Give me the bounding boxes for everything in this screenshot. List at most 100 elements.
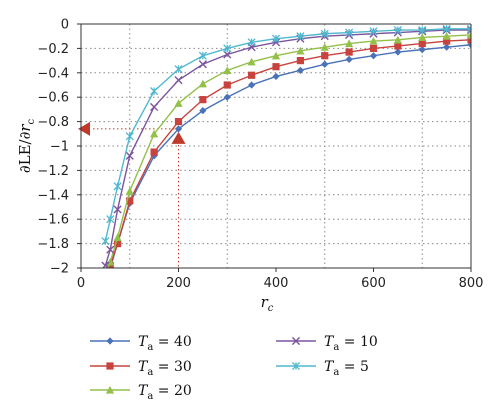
data-point-4-6 xyxy=(198,51,207,60)
legend-label-1: Ta = 30 xyxy=(138,359,192,378)
data-point-1-15 xyxy=(418,39,426,48)
legend-marker-2 xyxy=(105,385,115,394)
x-tick-label-4: 800 xyxy=(459,276,484,291)
x-tick-label-3: 600 xyxy=(361,276,386,291)
data-point-0-7 xyxy=(223,93,231,101)
annotation-up-arrow xyxy=(171,131,186,144)
data-point-0-16 xyxy=(443,43,451,51)
data-point-0-8 xyxy=(248,81,256,89)
data-point-2-8 xyxy=(247,57,256,66)
y-tick-label-5: −1 xyxy=(50,140,69,155)
legend-item-0: Ta = 40 xyxy=(90,334,192,353)
data-point-1-14 xyxy=(394,42,402,50)
series-line-4 xyxy=(104,28,471,242)
data-point-2-14 xyxy=(393,35,402,44)
data-point-2-13 xyxy=(369,36,378,45)
data-point-2-16 xyxy=(442,32,451,40)
data-point-2-0 xyxy=(101,270,109,278)
data-point-3-17 xyxy=(466,26,471,35)
data-point-4-15 xyxy=(418,26,427,35)
data-point-3-3 xyxy=(125,151,134,160)
legend-item-3: Ta = 10 xyxy=(276,334,378,353)
data-point-2-17 xyxy=(466,30,471,39)
data-point-3-5 xyxy=(174,76,183,85)
chart-grid xyxy=(81,24,471,268)
series-line-1 xyxy=(108,39,471,268)
data-point-4-0 xyxy=(101,237,110,246)
y-tick-label-6: −1.2 xyxy=(37,164,69,179)
data-point-2-15 xyxy=(418,33,427,42)
y-tick-label-7: −1.4 xyxy=(37,188,69,203)
data-point-0-12 xyxy=(345,55,353,63)
y-tick-label-1: −0.2 xyxy=(37,42,69,57)
data-point-4-4 xyxy=(150,87,159,96)
legend-marker-0 xyxy=(106,337,114,345)
legend-item-2: Ta = 20 xyxy=(90,383,192,402)
data-point-1-9 xyxy=(272,63,280,71)
data-point-0-11 xyxy=(321,60,329,68)
data-point-2-7 xyxy=(223,66,232,74)
data-point-1-3 xyxy=(126,197,134,205)
data-point-1-10 xyxy=(296,57,304,65)
chart-series xyxy=(101,24,471,284)
y-axis-label: ∂LE/∂rc xyxy=(16,118,37,173)
data-point-0-0 xyxy=(102,277,109,284)
x-tick-label-0: 0 xyxy=(77,276,85,291)
data-point-2-12 xyxy=(345,39,354,48)
data-point-2-10 xyxy=(296,46,305,55)
data-point-3-6 xyxy=(198,60,207,69)
legend-item-1: Ta = 30 xyxy=(90,359,192,378)
legend-item-4: Ta = 5 xyxy=(276,359,369,378)
y-tick-label-3: −0.6 xyxy=(37,91,69,106)
data-point-4-11 xyxy=(320,29,329,38)
chart-axes xyxy=(77,23,472,272)
series-line-3 xyxy=(104,29,471,266)
series-0 xyxy=(102,41,471,284)
data-point-4-10 xyxy=(296,32,305,41)
data-point-1-7 xyxy=(223,81,231,89)
data-point-4-7 xyxy=(223,44,232,53)
data-point-4-3 xyxy=(125,132,134,141)
data-point-3-2 xyxy=(113,205,122,214)
data-point-2-11 xyxy=(320,43,329,51)
data-point-2-3 xyxy=(125,187,134,195)
x-tick-label-2: 400 xyxy=(264,276,289,291)
data-point-0-6 xyxy=(199,107,207,115)
series-2 xyxy=(101,30,471,278)
legend: Ta = 40 Ta = 30 Ta = 20 Ta = 10 Ta = 5 xyxy=(90,334,378,402)
data-point-4-12 xyxy=(345,28,354,37)
y-tick-label-2: −0.4 xyxy=(37,66,69,81)
data-point-4-13 xyxy=(369,27,378,36)
legend-marker-1 xyxy=(106,362,114,370)
data-point-2-6 xyxy=(198,79,207,88)
y-tick-label-0: 0 xyxy=(61,18,69,33)
data-point-4-14 xyxy=(393,26,402,35)
data-point-2-2 xyxy=(113,233,122,242)
tick-labels: 0 200 400 600 800 0 −0.2 −0.4 −0.6 −0.8 −1 −1.2 −1.4… xyxy=(37,18,483,292)
data-point-4-2 xyxy=(113,182,122,191)
data-point-0-15 xyxy=(418,46,426,54)
x-tick-label-1: 200 xyxy=(166,276,191,291)
data-point-4-9 xyxy=(271,34,281,43)
data-point-4-16 xyxy=(442,24,451,33)
y-tick-label-8: −1.6 xyxy=(37,213,69,228)
legend-marker-3 xyxy=(291,336,301,346)
data-point-0-5 xyxy=(174,125,183,133)
data-point-2-9 xyxy=(271,51,281,60)
data-point-3-1 xyxy=(106,245,115,254)
data-point-3-7 xyxy=(223,50,232,59)
data-point-1-6 xyxy=(199,96,207,104)
data-point-1-13 xyxy=(369,44,378,52)
series-1 xyxy=(106,36,471,268)
legend-marker-4 xyxy=(291,361,301,371)
data-point-2-5 xyxy=(174,99,183,107)
data-point-1-11 xyxy=(321,52,329,60)
data-point-4-1 xyxy=(106,215,115,224)
data-point-0-9 xyxy=(272,72,280,81)
annotation-left-arrow xyxy=(78,121,90,136)
data-point-3-9 xyxy=(271,38,281,47)
data-point-1-8 xyxy=(248,71,256,79)
y-tick-label-4: −0.8 xyxy=(37,115,69,130)
data-point-4-17 xyxy=(466,24,471,33)
